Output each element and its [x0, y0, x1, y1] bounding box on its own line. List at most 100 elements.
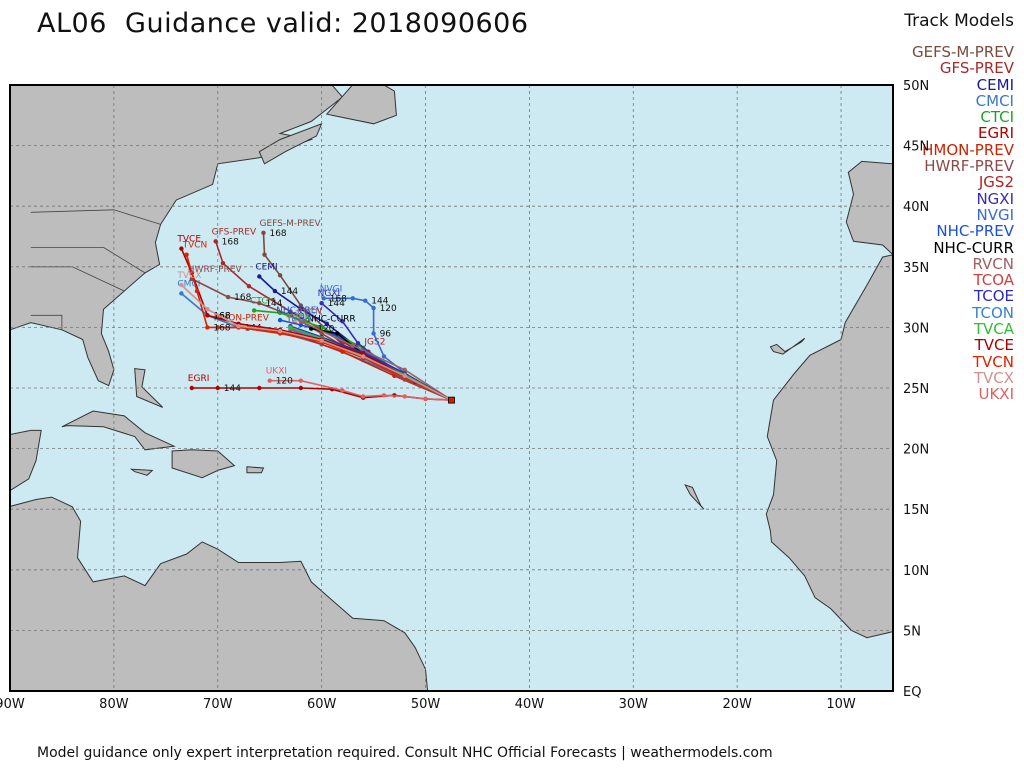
track-model-label: NGXI: [318, 289, 341, 299]
forecast-hour-label: 168: [213, 311, 230, 321]
track-point: [350, 343, 356, 348]
lat-label: 10N: [903, 564, 929, 579]
forecast-hour-label: 120: [317, 325, 334, 335]
forecast-hour-label: 120: [276, 377, 293, 387]
legend-item: JGS2: [978, 173, 1014, 192]
track-point: [288, 309, 293, 314]
lat-label: 25N: [903, 382, 929, 397]
forecast-hour-label: 144: [265, 299, 282, 309]
track-model-label: TVCN: [182, 241, 208, 251]
track-point: [319, 300, 324, 306]
track-point: [402, 373, 407, 379]
legend-item: TVCA: [973, 320, 1014, 339]
legend-item: CTCI: [980, 108, 1014, 127]
track-point: [246, 283, 252, 289]
track-model-label: TCOA: [285, 316, 311, 326]
track-point: [277, 328, 283, 334]
track-point: [205, 307, 210, 312]
lon-label: 60W: [307, 697, 337, 712]
track-model-label: TVCA: [285, 313, 311, 323]
track-point: [361, 354, 366, 359]
track-point: [371, 331, 376, 336]
lon-label: 20W: [722, 697, 752, 712]
model-tracks: 168GEFS-M-PREV168GFS-PREV144CEMI144168CM…: [176, 219, 455, 404]
bahamas-land: [134, 368, 164, 408]
hispaniola-land: [171, 449, 236, 479]
track-point: [402, 367, 407, 373]
track-point: [321, 296, 326, 301]
lon-label: 40W: [515, 697, 545, 712]
legend-item: NHC-CURR: [933, 238, 1014, 257]
legend-item: TVCE: [974, 336, 1014, 355]
forecast-hour-label: 144: [328, 299, 345, 309]
forecast-hour-label: 120: [380, 304, 397, 314]
track-point: [194, 288, 200, 294]
lon-label: 80W: [99, 697, 129, 712]
track-model-label: HWRF-PREV: [188, 265, 243, 275]
track-point: [236, 323, 241, 329]
track-model-label: GEFS-M-PREV: [259, 219, 321, 229]
track-model-label: TVCE: [176, 235, 201, 245]
track-point: [298, 385, 304, 391]
track-point: [220, 260, 226, 266]
track-model-label: HMON-PREV: [214, 313, 270, 323]
track-point: [298, 378, 304, 383]
track-model-label: CEMI: [255, 262, 277, 272]
track-model-label: CMCI: [177, 279, 200, 289]
forecast-hour-label: 144: [224, 384, 241, 394]
track-line: [269, 379, 452, 401]
lat-label: EQ: [903, 685, 921, 700]
forecast-hour-label: 144: [371, 297, 388, 307]
iberia-land: [845, 160, 893, 256]
track-point: [381, 393, 387, 398]
track-model-label: TCOE: [285, 312, 310, 322]
legend-title: Track Models: [904, 11, 1014, 31]
canary-islands-land: [769, 337, 806, 355]
land-layer: [10, 85, 893, 691]
legend-item: TCOA: [973, 271, 1014, 290]
track-point: [213, 239, 218, 244]
track-point: [319, 338, 324, 343]
legend: GEFS-M-PREV GFS-PREV CEMI CMCI CTCI EGRI HMON-…: [912, 44, 1014, 403]
lon-label: 30W: [619, 697, 649, 712]
track-model-label: NVGI: [320, 284, 343, 294]
lon-label: 50W: [411, 697, 441, 712]
lon-label: 10W: [826, 697, 856, 712]
track-model-label: EGRI: [188, 374, 210, 384]
nova-scotia-land: [258, 122, 323, 165]
track-point: [272, 288, 278, 294]
track-point: [215, 385, 220, 391]
lat-label: 30N: [903, 321, 929, 336]
lat-label: 45N: [903, 140, 929, 155]
state-border: [30, 209, 161, 225]
track-point: [340, 319, 345, 324]
track-point: [340, 388, 345, 393]
legend-item: CMCI: [975, 91, 1014, 110]
track-point: [225, 294, 231, 300]
forecast-hour-label: 168: [330, 294, 347, 304]
forecast-hour-label: 168: [213, 311, 230, 321]
track-point: [350, 296, 356, 301]
storm-position-marker: [448, 396, 455, 404]
track-point: [298, 303, 304, 308]
forecast-hour-label: 96: [380, 329, 392, 339]
legend-item: TCON: [972, 303, 1014, 322]
track-point: [277, 273, 283, 278]
lat-label: 5N: [903, 624, 921, 639]
newfoundland-land: [325, 85, 397, 125]
legend-item: CEMI: [976, 75, 1014, 94]
lat-label: 40N: [903, 200, 929, 215]
track-point: [288, 313, 293, 318]
legend-item: HWRF-PREV: [924, 157, 1014, 176]
track-point: [205, 325, 210, 330]
jamaica-land: [129, 468, 154, 476]
track-model-label: GFS-PREV: [212, 227, 257, 237]
track-point: [179, 246, 184, 251]
track-point: [298, 319, 304, 324]
track-model-label: NHC-PREV: [276, 306, 323, 316]
forecast-hour-label: 168: [222, 237, 239, 247]
lat-label: 20N: [903, 443, 929, 458]
track-point: [205, 313, 210, 318]
track-point: [363, 298, 368, 303]
